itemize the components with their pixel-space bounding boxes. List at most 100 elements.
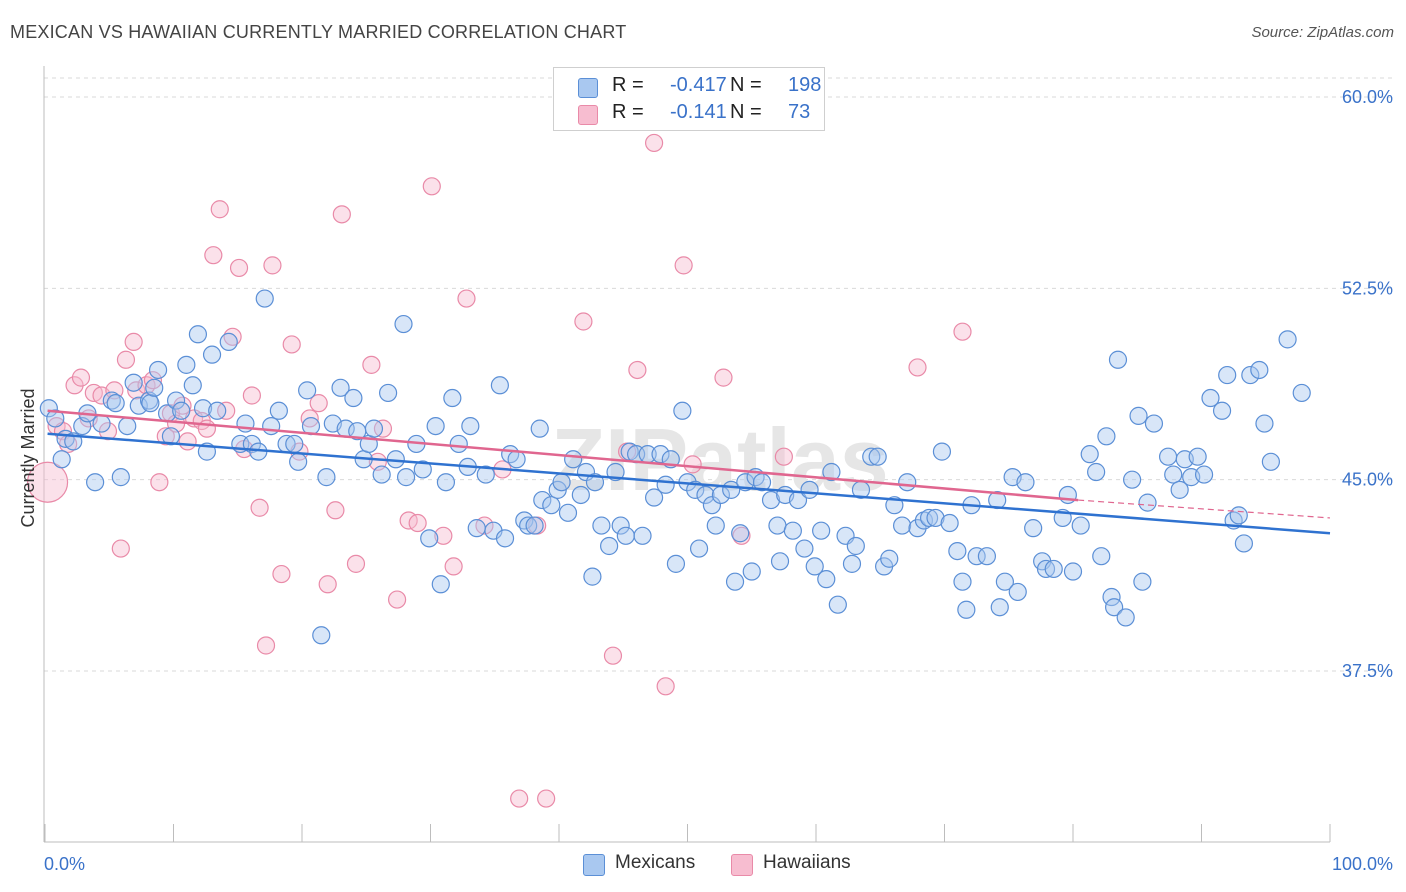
mexicans-point: [533, 490, 552, 510]
hawaiians-point: [124, 332, 143, 352]
hawaiians-point: [242, 386, 261, 405]
mexicans-point: [1133, 572, 1152, 591]
mexicans-point: [1188, 447, 1207, 466]
hawaiians-point: [332, 205, 351, 224]
hawaiians-point: [644, 133, 664, 153]
mexicans-point: [1097, 427, 1116, 446]
mexicans-point: [742, 562, 761, 581]
mexicans-point: [166, 391, 186, 410]
x-tick-label: 0.0%: [44, 854, 85, 874]
hawaiians-point: [250, 498, 269, 517]
hawaiians-point: [537, 789, 556, 808]
hawaiians-point: [362, 355, 381, 374]
mexicans-point: [817, 570, 836, 589]
mexicans-point: [1063, 562, 1083, 581]
mexicans-point: [822, 462, 841, 482]
mexicans-point: [92, 414, 111, 433]
hawaiians-point: [714, 368, 733, 387]
mexicans-point: [188, 325, 208, 344]
hawaiians-point: [628, 360, 647, 380]
mexicans-point: [686, 480, 705, 499]
mexicans-point: [1016, 473, 1035, 492]
mexicans-point: [1158, 447, 1178, 466]
mexicans-point: [1080, 445, 1099, 464]
mexicans-point: [1241, 365, 1260, 385]
mexicans-point: [1108, 350, 1128, 369]
legend-n-value: 198: [788, 74, 822, 96]
y-tick-label: 37.5%: [1342, 661, 1393, 681]
hawaiians-trend-line: [47, 409, 1079, 502]
mexicans-point: [1212, 401, 1232, 420]
mexicans-point: [413, 460, 432, 479]
mexicans-point: [183, 376, 202, 395]
hawaiians-point: [603, 646, 623, 665]
mexicans-point: [443, 388, 462, 408]
mexicans-point: [656, 475, 675, 494]
mexicans-point: [880, 549, 899, 568]
mexicans-point: [616, 526, 635, 545]
mexicans-point: [1292, 383, 1311, 403]
bottom-legend-swatch-mexicans: [583, 854, 605, 876]
legend-swatch-hawaiians: [578, 105, 598, 125]
mexicans-point: [702, 496, 722, 515]
mexicans-point: [633, 526, 652, 545]
mexicans-point: [519, 516, 538, 535]
hawaiians-point: [272, 564, 291, 584]
mexicans-point: [208, 401, 227, 420]
hawaiians-point: [422, 177, 441, 196]
mexicans-point: [666, 554, 686, 573]
mexicans-point: [812, 521, 831, 540]
mexicans-point: [431, 575, 450, 594]
mexicans-point: [525, 516, 544, 535]
mexicans-point: [768, 516, 787, 535]
mexicans-point: [507, 450, 526, 469]
mexicans-point: [932, 442, 952, 461]
legend-swatch-mexicans: [578, 78, 598, 98]
hawaiians-point: [111, 539, 130, 558]
mexicans-point: [644, 488, 664, 507]
hawaiians-point: [326, 501, 345, 520]
mexicans-point: [696, 485, 715, 505]
mexicans-point: [611, 516, 630, 535]
hawaiians-point: [510, 789, 529, 808]
bottom-legend-label: Hawaiians: [763, 852, 851, 873]
mexicans-point: [862, 447, 881, 466]
mexicans-point: [145, 378, 164, 397]
mexicans-point: [689, 539, 709, 558]
mexicans-point: [1278, 330, 1297, 349]
mexicans-point: [52, 450, 71, 469]
hawaiians-point: [908, 358, 927, 377]
mexicans-point: [585, 473, 605, 492]
hawaiians-point: [656, 677, 675, 696]
mexicans-point: [1138, 493, 1157, 512]
mexicans-point: [948, 541, 967, 561]
legend-r-label: R =: [612, 74, 644, 96]
mexicans-point: [898, 473, 917, 492]
mexicans-point: [148, 360, 168, 380]
hawaiians-point: [156, 427, 175, 446]
mexicans-point: [372, 465, 391, 484]
mexicans-point: [1116, 608, 1135, 627]
mexicans-point: [706, 516, 725, 535]
y-axis-label: Currently Married: [18, 388, 38, 527]
hawaiians-point: [318, 575, 337, 594]
mexicans-point: [552, 473, 571, 492]
mexicans-point: [957, 600, 976, 619]
mexicans-point: [919, 508, 939, 528]
mexicans-point: [449, 434, 468, 454]
mexicans-point: [1071, 516, 1090, 535]
hawaiians-point: [300, 409, 319, 428]
y-tick-label: 45.0%: [1342, 470, 1393, 490]
mexicans-point: [364, 419, 384, 438]
hawaiians-point: [387, 590, 407, 609]
mexicans-point: [129, 396, 148, 415]
mexicans-point: [1250, 360, 1269, 380]
mexicans-point: [600, 536, 619, 556]
mexicans-point: [461, 416, 480, 436]
mexicans-point: [106, 394, 125, 413]
bottom-legend-swatch-hawaiians: [731, 854, 753, 876]
mexicans-point: [202, 345, 222, 364]
legend-r-value: -0.417: [670, 74, 727, 96]
mexicans-point: [312, 626, 331, 645]
mexicans-point: [46, 409, 65, 428]
